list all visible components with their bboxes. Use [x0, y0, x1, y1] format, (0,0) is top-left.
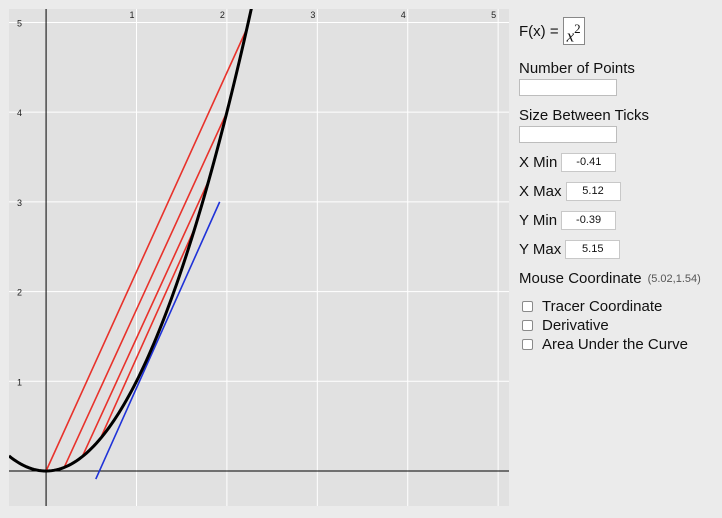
y-tick-label: 3: [17, 198, 22, 208]
area-under-curve-checkbox[interactable]: [522, 339, 533, 350]
formula-base: x: [566, 26, 575, 46]
x-max-input[interactable]: 5.12: [565, 182, 621, 201]
secant-line: [63, 111, 228, 468]
y-max-row: Y Max 5.15: [519, 240, 621, 259]
secant-line: [81, 180, 210, 457]
size-between-ticks-row: Size Between Ticks: [519, 107, 649, 124]
area-under-curve-row[interactable]: Area Under the Curve: [519, 336, 688, 353]
x-tick-label: 1: [129, 10, 134, 20]
x-tick-label: 3: [310, 10, 315, 20]
x-max-row: X Max 5.12: [519, 182, 621, 201]
number-of-points-input[interactable]: [519, 79, 617, 96]
size-between-ticks-input[interactable]: [519, 126, 617, 143]
x-min-row: X Min -0.41: [519, 153, 617, 172]
tracer-coordinate-row[interactable]: Tracer Coordinate: [519, 298, 662, 315]
area-under-curve-label[interactable]: Area Under the Curve: [542, 336, 688, 353]
y-min-input[interactable]: -0.39: [561, 211, 617, 230]
secant-line: [99, 226, 196, 440]
number-of-points-row: Number of Points: [519, 60, 635, 77]
mouse-coordinate-row: Mouse Coordinate (5.02,1.54): [519, 270, 701, 287]
function-curve: [9, 9, 253, 473]
derivative-row[interactable]: Derivative: [519, 317, 609, 334]
mouse-coordinate-value: (5.02,1.54): [647, 272, 701, 285]
y-tick-label: 1: [17, 377, 22, 387]
secant-line: [45, 28, 248, 472]
tangent-line: [95, 201, 221, 480]
mouse-coordinate-label: Mouse Coordinate: [519, 270, 642, 287]
y-min-row: Y Min -0.39: [519, 211, 617, 230]
x-max-label: X Max: [519, 183, 562, 200]
x-tick-label: 4: [401, 10, 406, 20]
y-max-input[interactable]: 5.15: [565, 240, 621, 259]
x-tick-label: 2: [220, 10, 225, 20]
y-max-label: Y Max: [519, 241, 562, 258]
formula-exponent: 2: [574, 21, 581, 36]
x-tick-label: 5: [491, 10, 496, 20]
y-min-label: Y Min: [519, 212, 558, 229]
size-between-ticks-label: Size Between Ticks: [519, 107, 650, 124]
derivative-checkbox[interactable]: [522, 320, 533, 331]
formula-input[interactable]: x2: [562, 17, 585, 46]
x-min-label: X Min: [519, 154, 558, 171]
y-tick-label: 4: [17, 108, 22, 118]
y-tick-label: 5: [17, 18, 22, 28]
tracer-coordinate-checkbox[interactable]: [522, 301, 533, 312]
tracer-coordinate-label[interactable]: Tracer Coordinate: [542, 298, 663, 315]
x-min-input[interactable]: -0.41: [561, 153, 617, 172]
formula-row: F(x) = x2: [519, 17, 585, 46]
function-plot[interactable]: 1 2 3 4 5 1 2 3 4 5: [9, 9, 509, 506]
formula-label: F(x) =: [519, 22, 559, 40]
graph-canvas[interactable]: 1 2 3 4 5 1 2 3 4 5: [9, 9, 509, 506]
y-tick-label: 2: [17, 288, 22, 298]
control-panel: F(x) = x2 Number of Points Size Between …: [519, 0, 722, 518]
number-of-points-label: Number of Points: [519, 60, 635, 77]
derivative-label[interactable]: Derivative: [542, 317, 609, 334]
